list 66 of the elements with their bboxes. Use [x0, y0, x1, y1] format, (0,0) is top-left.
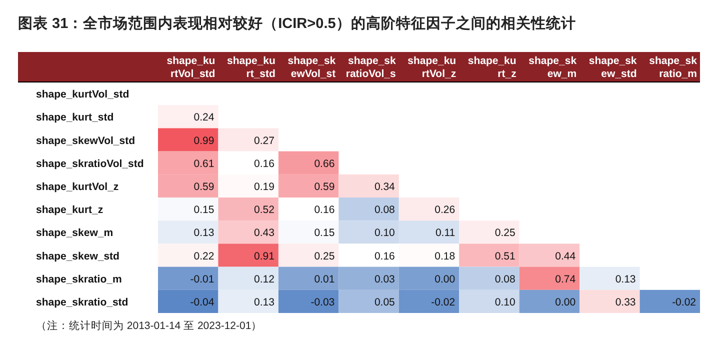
data-label: 0.52: [254, 204, 275, 216]
x-tick-label: shape_skratioVol_s: [346, 55, 396, 80]
data-label: 0.59: [314, 180, 335, 193]
data-label: 0.19: [254, 180, 275, 193]
data-label: 0.05: [374, 296, 396, 308]
data-label: 0.61: [194, 158, 214, 170]
y-tick-label: shape_kurt_z: [36, 204, 104, 216]
data-label: 0.18: [434, 250, 456, 262]
data-label: 0.99: [194, 134, 214, 147]
data-label: 0.25: [494, 227, 516, 240]
data-label: 0.12: [254, 273, 275, 286]
data-label: 0.08: [494, 273, 516, 286]
y-tick-label: shape_kurt_std: [36, 112, 114, 124]
x-tick-label: shape_kurt_z: [468, 55, 516, 80]
y-tick-label: shape_kurtVol_z: [36, 180, 119, 193]
x-tick-label: shape_kurt_std: [226, 55, 276, 80]
x-tick-label: shape_skratio_m: [649, 55, 698, 80]
data-label: 0.00: [555, 296, 576, 308]
data-label: 0.22: [194, 250, 214, 262]
y-tick-label: shape_skratioVol_std: [36, 158, 144, 170]
y-tick-label: shape_skratio_std: [36, 296, 128, 308]
data-label: 0.10: [494, 296, 516, 308]
data-label: 0.13: [254, 296, 275, 308]
data-label: 0.51: [494, 250, 516, 262]
data-label: 0.11: [435, 227, 456, 240]
data-label: 0.43: [254, 227, 275, 240]
data-label: -0.03: [310, 296, 335, 308]
data-label: 0.27: [254, 134, 275, 147]
x-tick-label: shape_kurtVol_z: [408, 55, 456, 80]
y-tick-label: shape_kurtVol_std: [36, 88, 130, 101]
data-label: -0.02: [431, 296, 456, 308]
data-label: 0.66: [314, 158, 335, 170]
data-label: 0.59: [194, 180, 214, 193]
data-label: 0.74: [555, 273, 576, 286]
data-label: 0.03: [374, 273, 396, 286]
data-label: -0.04: [190, 296, 214, 308]
data-label: 0.24: [194, 112, 214, 124]
data-label: 0.16: [374, 250, 396, 262]
x-tick-label: shape_skewVol_st: [288, 55, 336, 80]
data-label: 0.26: [434, 204, 456, 216]
data-label: 0.13: [615, 273, 636, 286]
y-tick-label: shape_skewVol_std: [36, 134, 136, 147]
y-tick-label: shape_skew_std: [36, 250, 120, 262]
data-label: -0.01: [190, 273, 214, 286]
data-label: 0.00: [434, 273, 456, 286]
data-label: 0.44: [555, 250, 576, 262]
data-label: 0.10: [374, 227, 396, 240]
y-tick-label: shape_skew_m: [36, 227, 114, 240]
data-label: 0.33: [615, 296, 636, 308]
data-label: 0.15: [314, 227, 335, 240]
data-label: 0.08: [374, 204, 396, 216]
y-tick-label: shape_skratio_m: [36, 273, 122, 286]
data-label: 0.16: [254, 158, 275, 170]
data-label: 0.15: [194, 204, 214, 216]
x-tick-label: shape_skew_std: [588, 55, 637, 80]
data-label: 0.34: [374, 180, 396, 193]
x-tick-label: shape_kurtVol_std: [166, 55, 216, 80]
data-label: 0.16: [314, 204, 335, 216]
data-label: 0.91: [254, 250, 275, 262]
data-label: -0.02: [672, 296, 696, 308]
chart-title: 图表 31：全市场范围内表现相对较好（ICIR>0.5）的高阶特征因子之间的相关性统计: [18, 14, 576, 32]
text: （注：统计时间为 2013-01-14 至 2023-12-01）: [36, 319, 262, 332]
data-label: 0.13: [194, 227, 214, 240]
data-label: 0.01: [314, 273, 335, 286]
data-label: 0.25: [314, 250, 335, 262]
x-tick-label: shape_skew_m: [528, 55, 577, 80]
